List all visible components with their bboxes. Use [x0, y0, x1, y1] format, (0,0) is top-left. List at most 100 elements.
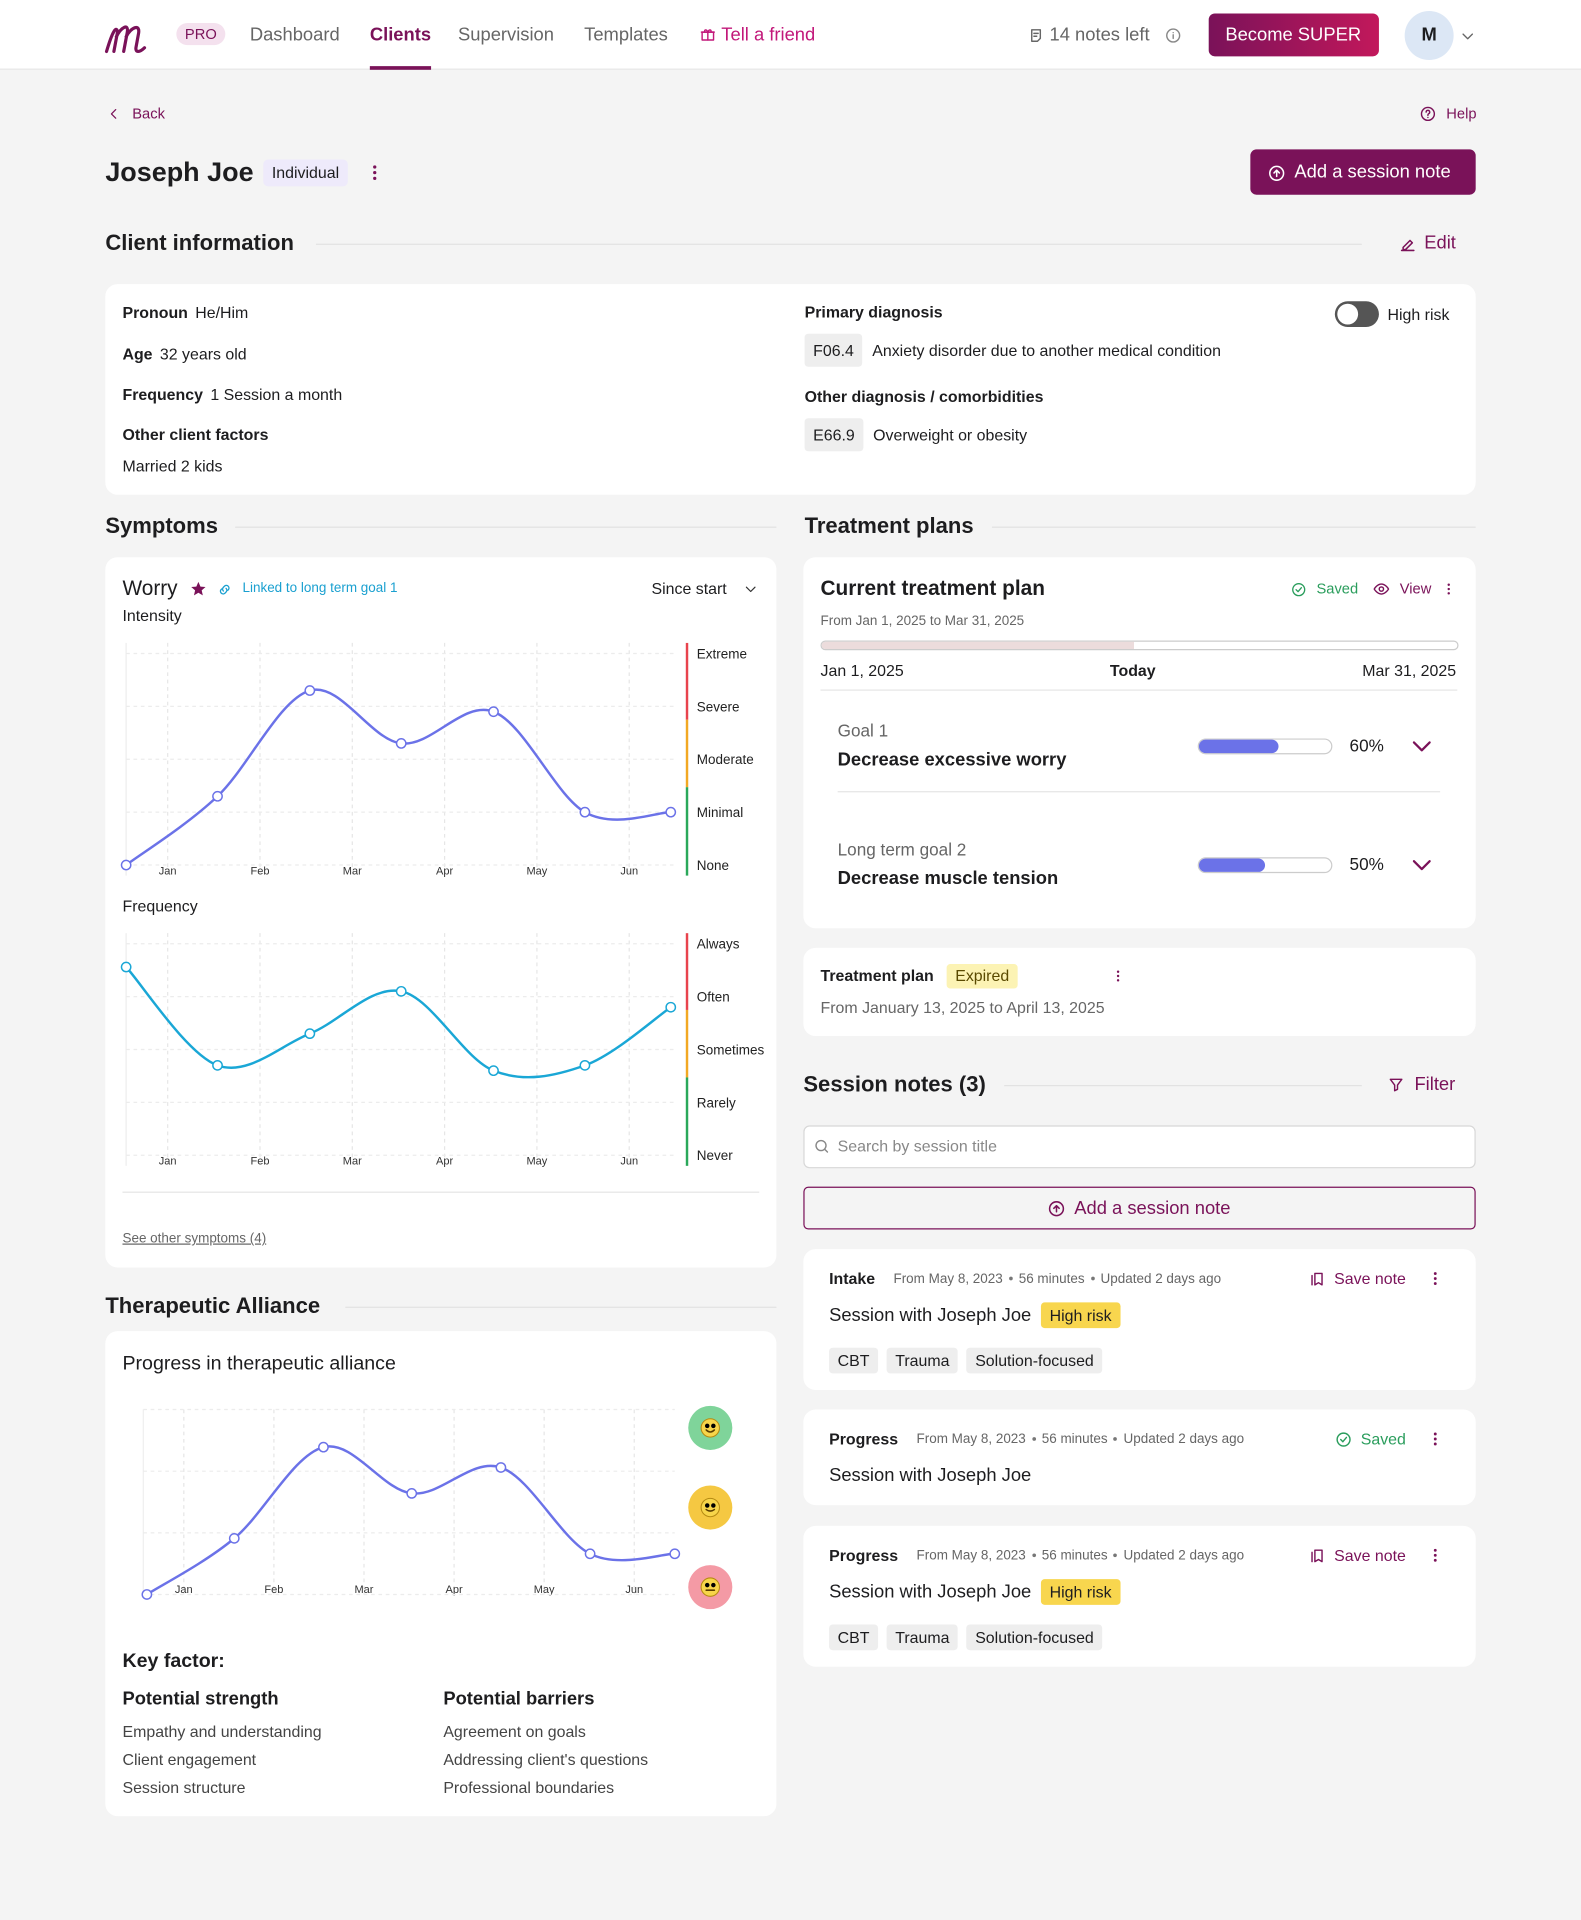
- factor-item: Addressing client's questions: [443, 1750, 649, 1769]
- notes-left: 14 notes left: [1049, 24, 1150, 46]
- goal-label: Goal 1: [837, 720, 889, 741]
- chart-title: Intensity: [122, 606, 182, 625]
- goal-expand: [1412, 741, 1431, 752]
- tag: CBT: [829, 1347, 879, 1374]
- section-rule: [1004, 1085, 1362, 1087]
- separator: [1090, 1276, 1095, 1281]
- upgrade-button[interactable]: [1208, 13, 1379, 57]
- add-note-content: Add a session note: [1047, 1198, 1231, 1220]
- factor-item: Empathy and understanding: [122, 1722, 322, 1741]
- note-title-row: Session with Joseph Joe: [829, 1465, 1031, 1486]
- range-select[interactable]: Since start: [651, 579, 727, 598]
- goal-progress-label: 50%: [1349, 854, 1384, 874]
- refer-link[interactable]: Tell a friend: [721, 24, 816, 46]
- separator: [1031, 1437, 1036, 1441]
- client-menu: [373, 165, 377, 181]
- note-menu: [1433, 1432, 1437, 1446]
- range-chevron: [745, 586, 756, 593]
- note-action-icon: [1311, 1548, 1323, 1562]
- note-action: Saved: [1335, 1430, 1406, 1448]
- note-header: Progress From May 8, 2023 56 minutes Update…: [829, 1430, 1244, 1448]
- help-link[interactable]: Help: [1446, 105, 1477, 123]
- diagnosis-label: Primary diagnosis: [804, 302, 943, 322]
- symptoms-card: [105, 557, 777, 1268]
- note-action: Save note: [1308, 1269, 1406, 1288]
- separator: [1031, 1553, 1036, 1558]
- key-factor-title: Key factor:: [122, 1651, 225, 1673]
- goal-progress-fill: [1198, 739, 1279, 754]
- note-title-row: Session with Joseph Joe High risk: [829, 1579, 1121, 1605]
- upgrade-label[interactable]: Become SUPER: [1225, 24, 1362, 46]
- diagnosis-row: F06.4 Anxiety disorder due to another med…: [804, 333, 1221, 367]
- note-type: Progress: [829, 1429, 899, 1449]
- note-action-icon: [1336, 1431, 1351, 1447]
- edit-icon: [1400, 239, 1414, 251]
- nav-link[interactable]: Templates: [584, 24, 668, 46]
- note-menu: [1433, 1548, 1437, 1562]
- risk-badge: High risk: [1041, 1302, 1121, 1329]
- separator: [1008, 1276, 1013, 1281]
- add-note-outline-button[interactable]: [803, 1186, 1476, 1230]
- goal-title: Decrease muscle tension: [837, 868, 1059, 890]
- tag: CBT: [829, 1624, 879, 1651]
- add-note-button[interactable]: [1250, 149, 1476, 195]
- toggle-label: High risk: [1387, 305, 1450, 324]
- diagnosis-text: Anxiety disorder due to another medical …: [872, 341, 1221, 360]
- edit-link[interactable]: Edit: [1424, 232, 1456, 254]
- plan-period: From January 13, 2025 to April 13, 2025: [820, 998, 1105, 1017]
- goal-expand: [1412, 860, 1431, 871]
- view-link[interactable]: View: [1399, 580, 1432, 598]
- note-title: Session with Joseph Joe: [829, 1581, 1032, 1603]
- note-action-label[interactable]: Save note: [1334, 1546, 1406, 1565]
- factor-item: Client engagement: [122, 1750, 257, 1769]
- diagnosis-label: Other diagnosis / comorbidities: [804, 387, 1044, 406]
- risk-badge: High risk: [1041, 1579, 1121, 1605]
- diagnosis-code: E66.9: [804, 418, 864, 452]
- nav-link[interactable]: Clients: [369, 24, 432, 46]
- timeline-start: Jan 1, 2025: [820, 661, 904, 680]
- logo[interactable]: [104, 16, 153, 55]
- section-rule: [235, 526, 777, 528]
- client-type-badge: Individual: [263, 159, 348, 186]
- note-header: Intake From May 8, 2023 56 minutes Updated …: [829, 1269, 1221, 1287]
- toggle-knob: [1337, 303, 1359, 325]
- factor-item: Agreement on goals: [443, 1722, 586, 1741]
- section-title: Therapeutic Alliance: [105, 1293, 321, 1318]
- add-icon: [1048, 1201, 1065, 1217]
- filter-button[interactable]: Filter: [1414, 1074, 1456, 1095]
- nav-link[interactable]: Dashboard: [249, 24, 340, 46]
- info-label: Age: [122, 344, 153, 364]
- add-note-label: Add a session note: [1074, 1198, 1231, 1220]
- section-title: Session notes (3): [803, 1071, 986, 1097]
- search-input[interactable]: [803, 1125, 1476, 1169]
- view-icon: [1373, 583, 1390, 595]
- diagnosis-row: E66.9 Overweight or obesity: [804, 418, 1028, 452]
- avatar[interactable]: [1404, 11, 1454, 61]
- nav-link[interactable]: Supervision: [458, 24, 555, 46]
- add-note-label[interactable]: Add a session note: [1294, 161, 1451, 183]
- diagnosis-text: Overweight or obesity: [873, 425, 1028, 444]
- current-plan-card: [803, 557, 1476, 929]
- note-updated: Updated 2 days ago: [1123, 1547, 1245, 1563]
- note-action-label[interactable]: Save note: [1334, 1269, 1406, 1288]
- more-symptoms-link[interactable]: See other symptoms (4): [122, 1231, 267, 1246]
- goal-title: Decrease excessive worry: [837, 749, 1067, 771]
- plan-title: Treatment plan: [820, 966, 934, 985]
- section-title: Treatment plans: [804, 513, 974, 538]
- factor-item: Professional boundaries: [443, 1778, 615, 1797]
- note-duration: 56 minutes: [1041, 1431, 1108, 1447]
- goal-link[interactable]: Linked to long term goal 1: [242, 580, 398, 596]
- info-label: Frequency: [122, 385, 203, 404]
- session-note-card[interactable]: [803, 1409, 1476, 1506]
- plan-badge: PRO: [176, 23, 226, 46]
- note-action-label[interactable]: Saved: [1360, 1429, 1406, 1449]
- note-tags: CBT Trauma Solution-focused: [829, 1347, 1103, 1374]
- chart-title: Frequency: [122, 896, 198, 916]
- plan-status-badge: Expired: [946, 964, 1018, 989]
- back-link[interactable]: Back: [132, 105, 165, 123]
- section-rule: [315, 243, 1362, 245]
- info-label: Pronoun: [122, 303, 188, 322]
- tag: Solution-focused: [966, 1624, 1103, 1651]
- note-duration: 56 minutes: [1041, 1547, 1108, 1563]
